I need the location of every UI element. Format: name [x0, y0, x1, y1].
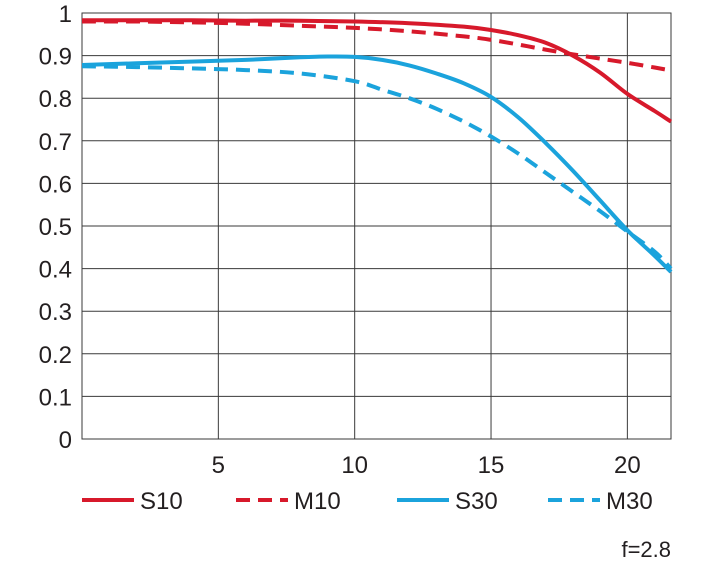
legend-label: S30: [455, 488, 498, 515]
y-tick-label: 0.3: [39, 299, 72, 326]
legend-item-m10: M10: [236, 488, 341, 515]
legend-item-s30: S30: [397, 488, 498, 515]
x-tick-label: 20: [614, 452, 641, 479]
x-tick-label: 5: [212, 452, 225, 479]
plot-frame: [81, 12, 672, 440]
y-tick-label: 0.6: [39, 171, 72, 198]
aperture-annotation: f=2.8: [621, 537, 671, 562]
y-tick-label: 0.8: [39, 86, 72, 113]
series-line-s30: [81, 54, 673, 274]
x-axis-tick-labels: 5 10 15 20: [212, 452, 641, 479]
series-lines: [81, 18, 673, 274]
legend-item-m30: M30: [548, 488, 653, 515]
x-tick-label: 15: [478, 452, 505, 479]
legend-label: M30: [606, 488, 653, 515]
y-tick-label: 0: [59, 427, 72, 454]
legend-label: S10: [140, 488, 183, 515]
y-tick-label: 0.9: [39, 44, 72, 71]
y-tick-label: 0.7: [39, 129, 72, 156]
x-tick-label: 10: [341, 452, 368, 479]
series-line-m10: [81, 19, 672, 73]
y-tick-label: 0.2: [39, 342, 72, 369]
y-tick-label: 0.1: [39, 384, 72, 411]
series-line-m30: [81, 64, 673, 270]
y-tick-label: 0.5: [39, 214, 72, 241]
grid: [81, 12, 672, 440]
y-tick-label: 0.4: [39, 257, 72, 284]
series-line-s10: [82, 18, 673, 124]
legend-item-s10: S10: [82, 488, 183, 515]
y-tick-label: 1: [59, 1, 72, 28]
y-axis-tick-labels: 0 0.1 0.2 0.3 0.4 0.5 0.6 0.7 0.8 0.9 1: [39, 1, 72, 454]
legend-label: M10: [294, 488, 341, 515]
legend: S10 M10 S30 M30: [82, 488, 653, 515]
